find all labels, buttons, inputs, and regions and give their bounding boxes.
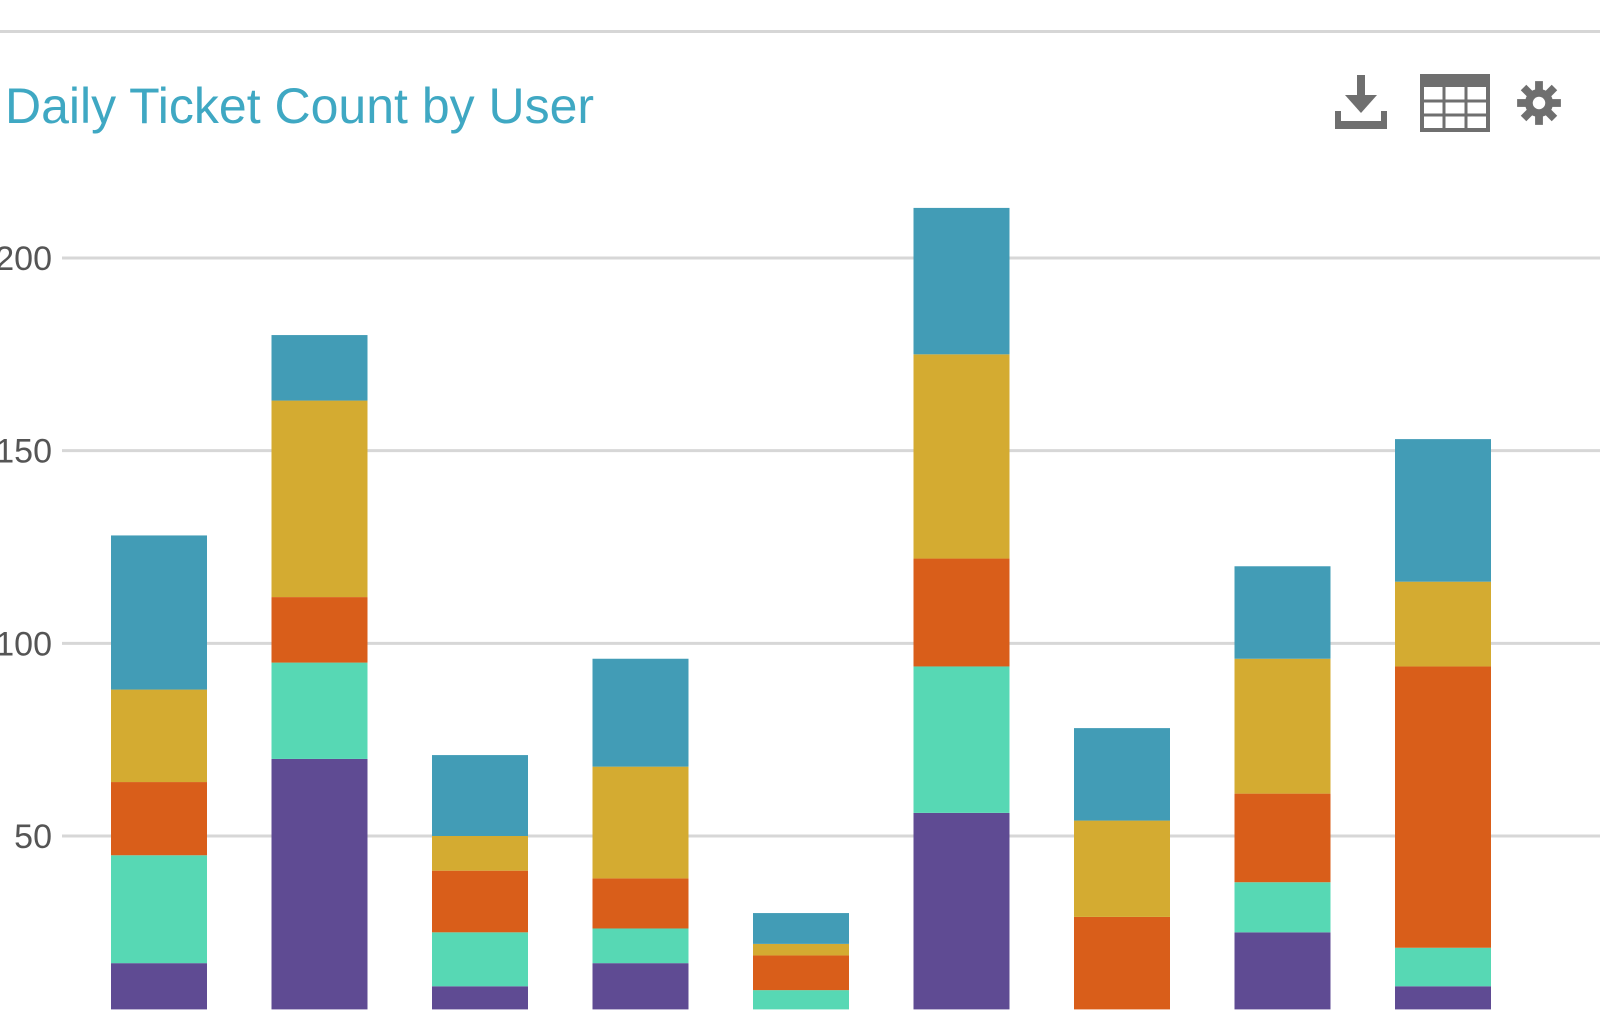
bar-segment[interactable] [111,782,207,856]
bar-segment[interactable] [271,400,368,598]
bar-segment[interactable] [753,955,849,991]
bar-segment[interactable] [432,932,528,987]
y-tick-label: 50 [14,818,52,856]
stacked-bar-chart: 50 100 150 200 [0,207,1600,1010]
bar-segment[interactable] [1395,666,1491,948]
bar-segment[interactable] [111,689,207,783]
bar-segment[interactable] [913,812,1010,1010]
y-tick-label: 150 [0,433,52,471]
bar-segment[interactable] [1234,793,1331,883]
top-divider [0,30,1600,33]
bar-segment[interactable] [753,943,849,956]
y-tick-label: 200 [0,240,52,278]
download-icon[interactable] [1326,68,1396,138]
chart-toolbar [1326,68,1564,138]
bar-segment[interactable] [432,986,528,1010]
bar-segment[interactable] [1395,581,1491,667]
bar-segment[interactable] [1395,439,1491,582]
bar-segment[interactable] [913,354,1010,559]
bar-segment[interactable] [592,878,689,929]
bar-segment[interactable] [432,870,528,933]
bar-segment[interactable] [592,963,689,1010]
bar-segment[interactable] [111,855,207,964]
bar-segment[interactable] [913,666,1010,813]
bar-segment[interactable] [913,558,1010,667]
bar-segment[interactable] [432,836,528,871]
chart-title: Daily Ticket Count by User [5,78,595,134]
y-tick-label: 100 [0,625,52,663]
bar-segment[interactable] [111,535,207,690]
bar-segment[interactable] [592,658,689,767]
bar-segment[interactable] [1234,566,1331,659]
bar-segment[interactable] [913,207,1010,355]
gear-icon[interactable] [1514,68,1564,138]
bar-segment[interactable] [1395,947,1491,987]
bar-segment[interactable] [1074,728,1170,821]
bar-segment[interactable] [271,597,368,663]
bar-segment[interactable] [271,335,368,401]
bar-segment[interactable] [1395,986,1491,1010]
bar-segment[interactable] [271,758,368,1010]
bar-segment[interactable] [592,928,689,964]
table-icon[interactable] [1420,68,1490,138]
bar-segment[interactable] [432,755,528,836]
bar-segment[interactable] [271,662,368,759]
bar-segment[interactable] [1234,882,1331,933]
bar-segment[interactable] [111,963,207,1010]
bar-segment[interactable] [753,990,849,1010]
bar-segment[interactable] [753,913,849,944]
bar-segment[interactable] [1234,658,1331,794]
bar-segment[interactable] [1234,932,1331,1010]
bar-segment[interactable] [1074,916,1170,1010]
bar-segment[interactable] [592,766,689,879]
bar-segment[interactable] [1074,820,1170,917]
